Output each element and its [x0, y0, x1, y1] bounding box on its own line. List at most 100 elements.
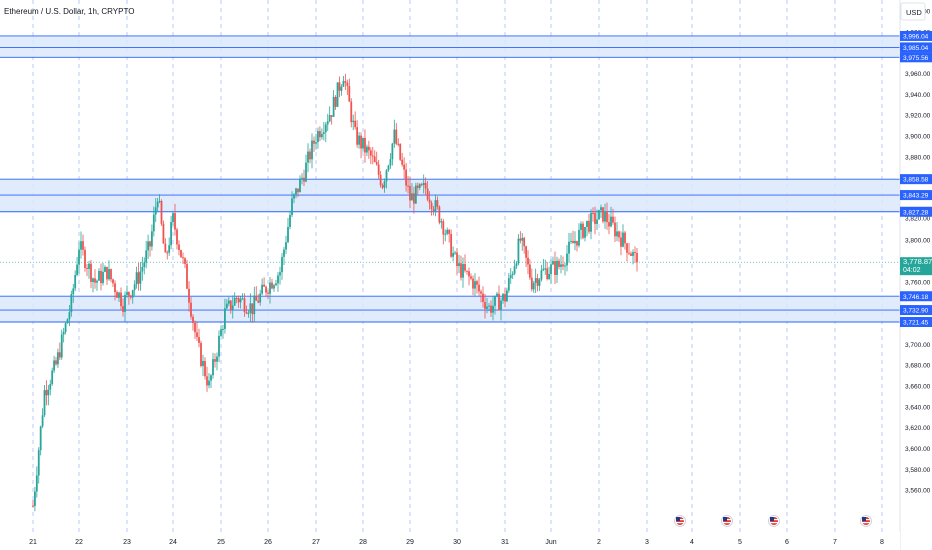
candle-body[interactable] — [328, 115, 331, 122]
candle-body[interactable] — [35, 475, 38, 492]
candle-body[interactable] — [420, 184, 423, 186]
candle-body[interactable] — [436, 200, 439, 207]
candle-body[interactable] — [90, 263, 92, 282]
candle-body[interactable] — [490, 305, 492, 313]
candle-body[interactable] — [632, 252, 634, 256]
candle-body[interactable] — [626, 243, 628, 253]
candle-body[interactable] — [340, 86, 343, 91]
candle-body[interactable] — [407, 185, 409, 187]
candle-body[interactable] — [456, 252, 458, 267]
candle-body[interactable] — [62, 331, 65, 335]
candle-body[interactable] — [202, 360, 204, 366]
candle-body[interactable] — [592, 212, 594, 214]
candle-body[interactable] — [529, 264, 531, 278]
candle-body[interactable] — [303, 177, 305, 182]
candle-body[interactable] — [375, 162, 378, 165]
candle-body[interactable] — [214, 359, 216, 362]
candle-body[interactable] — [393, 129, 396, 144]
candle-body[interactable] — [391, 143, 394, 160]
candle-body[interactable] — [562, 264, 564, 267]
candle-body[interactable] — [464, 264, 466, 271]
candle-body[interactable] — [566, 253, 568, 266]
candle-body[interactable] — [614, 222, 616, 237]
candle-body[interactable] — [460, 263, 462, 278]
candle-body[interactable] — [492, 305, 494, 313]
candle-body[interactable] — [498, 293, 500, 311]
candle-body[interactable] — [594, 212, 596, 224]
candle-body[interactable] — [411, 193, 413, 201]
candle-body[interactable] — [379, 174, 382, 186]
candle-body[interactable] — [139, 271, 142, 284]
candle-body[interactable] — [198, 337, 200, 343]
candle-body[interactable] — [454, 252, 456, 254]
candle-body[interactable] — [381, 185, 384, 188]
candle-body[interactable] — [137, 272, 140, 284]
candle-body[interactable] — [472, 278, 474, 289]
candle-body[interactable] — [634, 252, 636, 254]
candle-body[interactable] — [206, 376, 208, 386]
candle-body[interactable] — [273, 285, 275, 289]
candle-body[interactable] — [519, 238, 522, 241]
candle-body[interactable] — [604, 211, 606, 222]
candle-body[interactable] — [500, 300, 502, 311]
candle-body[interactable] — [143, 262, 146, 267]
candle-body[interactable] — [291, 198, 293, 216]
candle-body[interactable] — [334, 96, 337, 107]
candle-body[interactable] — [397, 143, 400, 145]
candle-body[interactable] — [100, 270, 102, 284]
candle-body[interactable] — [247, 312, 250, 314]
candle-body[interactable] — [295, 188, 297, 195]
candle-body[interactable] — [239, 298, 242, 303]
candle-body[interactable] — [237, 298, 240, 303]
candle-body[interactable] — [383, 181, 386, 188]
candle-body[interactable] — [66, 319, 69, 324]
candle-body[interactable] — [47, 389, 50, 396]
candle-body[interactable] — [172, 213, 174, 223]
currency-button[interactable]: USD — [900, 2, 926, 21]
candle-body[interactable] — [346, 82, 349, 86]
candle-body[interactable] — [468, 271, 470, 277]
candle-body[interactable] — [253, 295, 256, 315]
candle-body[interactable] — [135, 272, 138, 285]
candle-body[interactable] — [606, 211, 608, 223]
candle-body[interactable] — [494, 295, 496, 306]
candle-body[interactable] — [86, 267, 88, 269]
candle-body[interactable] — [34, 491, 36, 506]
candle-body[interactable] — [618, 231, 620, 238]
candle-body[interactable] — [364, 137, 366, 153]
candle-body[interactable] — [279, 272, 281, 276]
candle-body[interactable] — [377, 164, 380, 175]
candle-body[interactable] — [145, 250, 148, 263]
candle-body[interactable] — [293, 194, 295, 199]
candle-body[interactable] — [259, 293, 262, 303]
candle-body[interactable] — [98, 270, 100, 281]
candle-body[interactable] — [438, 206, 441, 223]
candle-body[interactable] — [204, 360, 206, 377]
candle-body[interactable] — [324, 124, 327, 133]
candle-body[interactable] — [413, 193, 415, 204]
candle-body[interactable] — [190, 302, 192, 317]
candle-body[interactable] — [235, 297, 238, 299]
candle-body[interactable] — [560, 264, 562, 267]
candle-body[interactable] — [432, 209, 435, 211]
candle-body[interactable] — [330, 115, 333, 117]
candle-body[interactable] — [224, 308, 226, 329]
candle-body[interactable] — [466, 270, 468, 272]
candle-body[interactable] — [356, 127, 359, 145]
candle-body[interactable] — [552, 261, 554, 265]
candle-body[interactable] — [405, 169, 407, 186]
candle-body[interactable] — [424, 182, 427, 189]
candle-body[interactable] — [182, 257, 184, 259]
candle-body[interactable] — [41, 415, 44, 427]
candle-body[interactable] — [513, 266, 516, 274]
candle-body[interactable] — [401, 159, 404, 165]
candle-body[interactable] — [51, 370, 54, 385]
candle-body[interactable] — [108, 269, 110, 280]
candle-body[interactable] — [313, 140, 315, 144]
candle-body[interactable] — [129, 295, 132, 298]
candle-body[interactable] — [231, 305, 234, 311]
candle-body[interactable] — [422, 182, 425, 186]
candle-body[interactable] — [458, 263, 460, 267]
candle-body[interactable] — [462, 264, 464, 278]
